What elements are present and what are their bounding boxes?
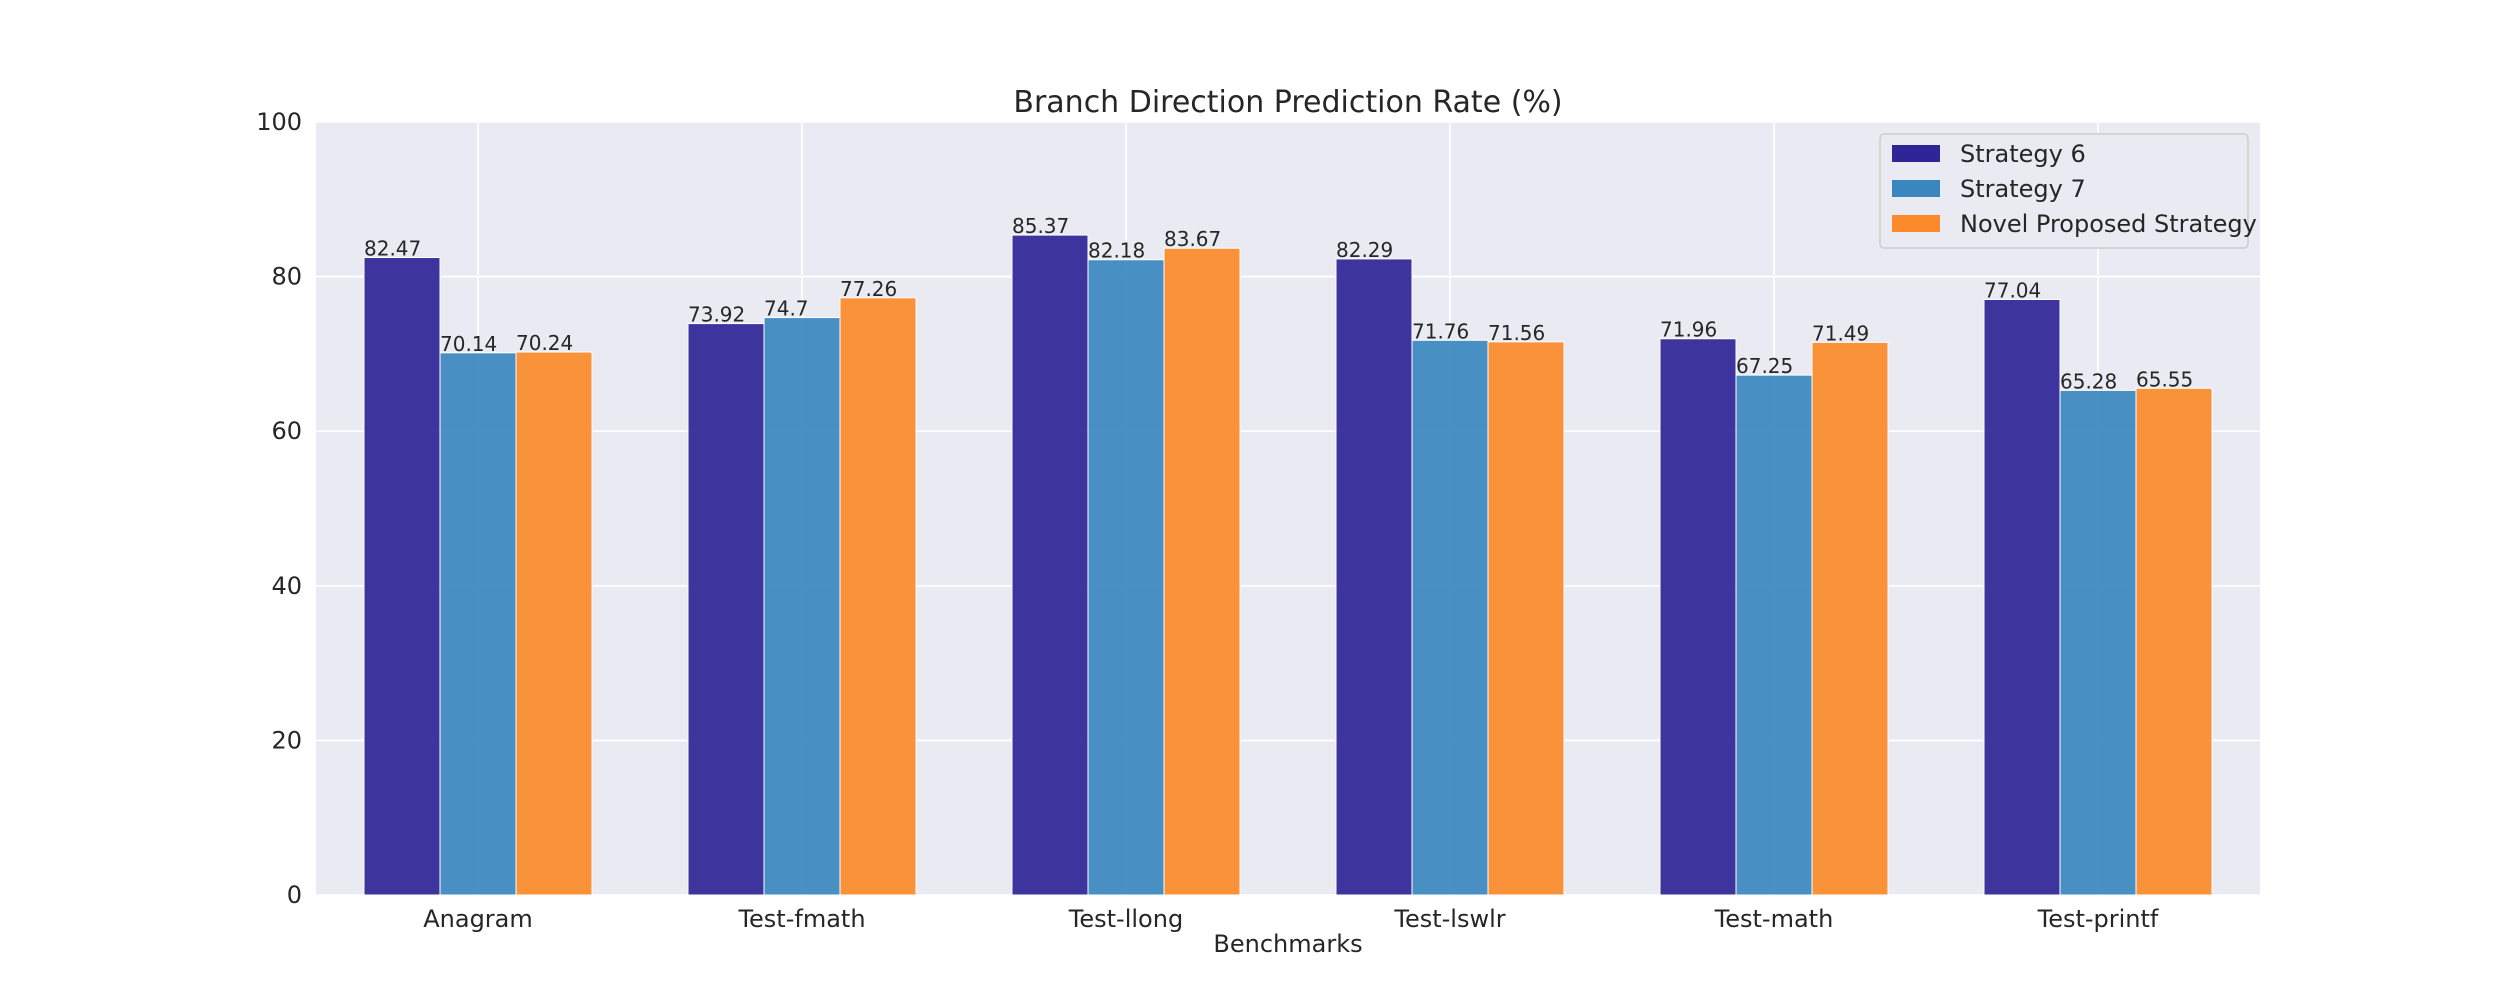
- bar-strategy-7-test-llong[interactable]: [1087, 259, 1165, 896]
- plot-background: [316, 122, 2260, 895]
- x-tick-label-test-fmath: Test-fmath: [737, 905, 865, 933]
- chart-title: Branch Direction Prediction Rate (%): [1013, 85, 1562, 120]
- bar-novel-proposed-strategy-test-math[interactable]: [1811, 341, 1889, 896]
- bar-strategy-6-test-printf[interactable]: [1983, 298, 2061, 896]
- legend-swatch-strategy-7: [1892, 180, 1940, 197]
- axes: 0 20 40 60 80 100 Anagram Test-fmath Test-llong T…: [256, 108, 2159, 933]
- bar-value-label-novel-proposed-strategy-anagram: 70.24: [516, 331, 573, 355]
- bar-value-label-strategy-7-test-lswlr: 71.76: [1412, 319, 1469, 343]
- bar-value-label-novel-proposed-strategy-test-math: 71.49: [1812, 321, 1869, 345]
- bars: [363, 234, 2213, 896]
- x-tick-label-test-math: Test-math: [1714, 905, 1834, 933]
- bar-novel-proposed-strategy-test-llong[interactable]: [1163, 247, 1241, 896]
- bar-strategy-7-test-math[interactable]: [1735, 374, 1813, 896]
- bar-strategy-6-test-lswlr[interactable]: [1335, 258, 1413, 896]
- bar-novel-proposed-strategy-test-fmath[interactable]: [839, 297, 917, 896]
- bar-novel-proposed-strategy-test-lswlr[interactable]: [1487, 341, 1565, 896]
- legend-label-strategy-6[interactable]: Strategy 6: [1960, 140, 2086, 168]
- x-tick-label-test-printf: Test-printf: [2037, 905, 2159, 933]
- y-tick-label: 0: [287, 881, 302, 909]
- bar-value-label-strategy-7-test-printf: 65.28: [2060, 369, 2117, 393]
- bar-value-label-strategy-7-test-fmath: 74.7: [764, 297, 809, 321]
- bar-value-label-novel-proposed-strategy-test-printf: 65.55: [2136, 367, 2193, 391]
- bar-value-label-strategy-6-test-math: 71.96: [1660, 318, 1717, 342]
- bar-novel-proposed-strategy-test-printf[interactable]: [2135, 387, 2213, 896]
- bar-value-label-strategy-6-test-printf: 77.04: [1984, 278, 2041, 302]
- bar-value-label-strategy-6-test-lswlr: 82.29: [1336, 238, 1393, 262]
- bar-strategy-7-test-lswlr[interactable]: [1411, 339, 1489, 896]
- y-tick-label: 100: [256, 108, 302, 136]
- bar-strategy-6-test-llong[interactable]: [1011, 234, 1089, 896]
- legend-label-novel-proposed-strategy[interactable]: Novel Proposed Strategy: [1960, 210, 2257, 238]
- bar-value-label-novel-proposed-strategy-test-lswlr: 71.56: [1488, 321, 1545, 345]
- bar-strategy-7-test-printf[interactable]: [2059, 389, 2137, 896]
- y-tick-label: 40: [271, 572, 302, 600]
- y-tick-label: 80: [271, 263, 302, 291]
- x-tick-label-test-llong: Test-llong: [1068, 905, 1183, 933]
- bar-strategy-7-test-fmath[interactable]: [763, 317, 841, 896]
- y-tick-label: 20: [271, 726, 302, 754]
- bar-value-label-strategy-6-test-llong: 85.37: [1012, 214, 1069, 238]
- bar-novel-proposed-strategy-anagram[interactable]: [515, 351, 593, 896]
- legend-box: [1879, 133, 2249, 249]
- legend-swatch-strategy-6: [1892, 145, 1940, 162]
- bar-value-label-novel-proposed-strategy-test-fmath: 77.26: [840, 277, 897, 301]
- x-tick-label-anagram: Anagram: [423, 905, 533, 933]
- bar-labels: 82.47 73.92 85.37 82.29 71.96 77.04 70.14 74.7 8…: [364, 214, 2193, 393]
- bar-strategy-6-test-math[interactable]: [1659, 338, 1737, 896]
- bar-value-label-strategy-7-test-llong: 82.18: [1088, 239, 1145, 263]
- bar-value-label-strategy-6-test-fmath: 73.92: [688, 303, 745, 327]
- legend-label-strategy-7[interactable]: Strategy 7: [1960, 175, 2086, 203]
- bar-value-label-strategy-6-anagram: 82.47: [364, 237, 421, 261]
- bar-strategy-7-anagram[interactable]: [439, 352, 517, 896]
- bar-value-label-novel-proposed-strategy-test-llong: 83.67: [1164, 227, 1221, 251]
- x-axis-label: Benchmarks: [1213, 930, 1362, 958]
- y-tick-label: 60: [271, 417, 302, 445]
- bar-strategy-6-test-fmath[interactable]: [687, 323, 765, 896]
- legend-swatch-novel-proposed-strategy: [1892, 215, 1940, 232]
- bar-value-label-strategy-7-test-math: 67.25: [1736, 354, 1793, 378]
- x-tick-label-test-lswlr: Test-lswlr: [1393, 905, 1505, 933]
- legend: Strategy 6 Strategy 7 Novel Proposed Str…: [1879, 133, 2257, 249]
- bar-value-label-strategy-7-anagram: 70.14: [440, 332, 497, 356]
- bar-strategy-6-anagram[interactable]: [363, 257, 441, 896]
